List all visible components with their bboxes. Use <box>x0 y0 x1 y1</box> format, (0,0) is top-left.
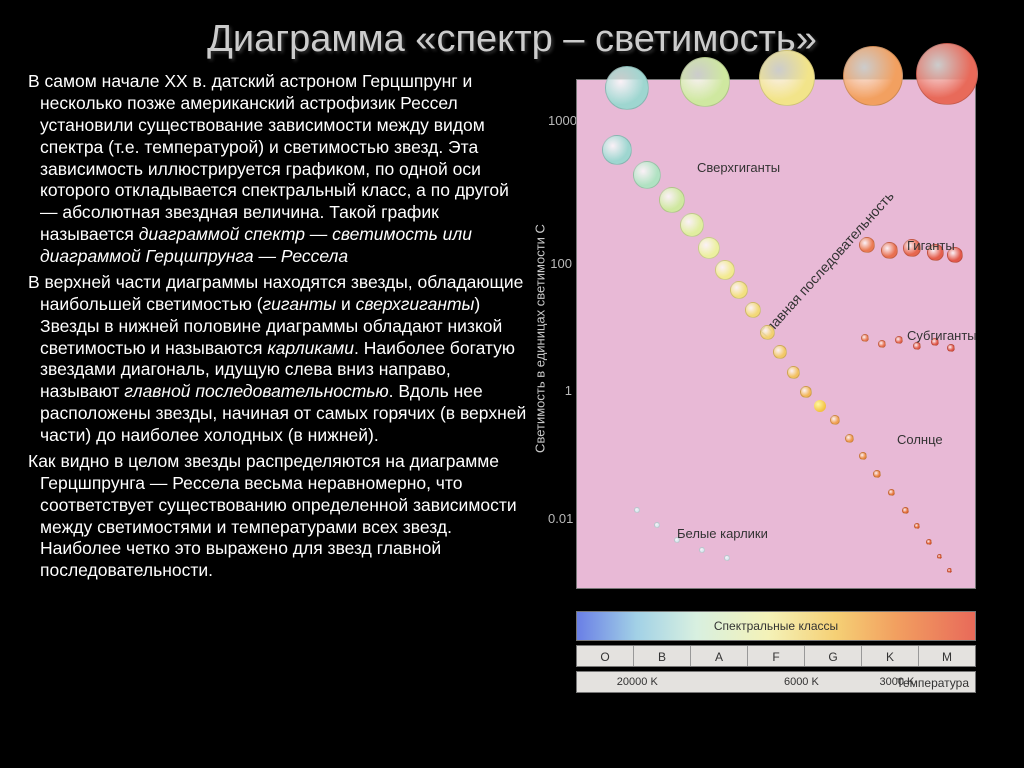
y-axis-label: Светимость в единицах светимости С <box>533 224 548 453</box>
star-marker <box>878 340 886 348</box>
star-marker <box>605 66 649 110</box>
star-marker <box>859 237 875 253</box>
star-marker <box>937 554 942 559</box>
star-marker <box>902 507 909 514</box>
temperature-tick: 20000 K <box>617 676 658 688</box>
star-marker <box>680 213 704 237</box>
spectral-class-cell: A <box>691 646 748 666</box>
main-sequence-label: Главная последовательность <box>757 188 897 341</box>
star-marker <box>913 342 921 350</box>
star-marker <box>914 523 920 529</box>
region-label: Гиганты <box>907 238 955 253</box>
star-marker <box>800 386 812 398</box>
slide: Диаграмма «спектр – светимость» В самом … <box>0 0 1024 768</box>
sun-marker <box>814 400 826 412</box>
temperature-tick: 3000 K <box>879 676 914 688</box>
spectrum-strip: Спектральные классы <box>576 611 976 641</box>
spectral-class-strip: OBAFGKM <box>576 645 976 667</box>
y-tick: 10000 <box>548 113 572 128</box>
star-marker <box>724 555 730 561</box>
y-tick: 0.01 <box>548 511 572 526</box>
star-marker <box>861 334 869 342</box>
spectral-class-cell: G <box>805 646 862 666</box>
paragraph-2: В верхней части диаграммы находятся звез… <box>28 272 528 447</box>
star-marker <box>759 50 815 106</box>
content-row: В самом начале XX в. датский астроном Ге… <box>0 71 1024 711</box>
text-column: В самом начале XX в. датский астроном Ге… <box>28 71 528 711</box>
region-label: Белые карлики <box>677 526 768 541</box>
y-tick: 100 <box>548 256 572 271</box>
diagram-column: Светимость в единицах светимости С 10000… <box>536 71 1008 711</box>
paragraph-3: Как видно в целом звезды распределяются … <box>28 451 528 582</box>
spectral-class-cell: M <box>919 646 975 666</box>
spectral-class-cell: F <box>748 646 805 666</box>
region-label: Субгиганты <box>907 328 977 343</box>
star-marker <box>659 187 685 213</box>
star-marker <box>830 415 840 425</box>
star-marker <box>634 507 640 513</box>
spectral-class-cell: K <box>862 646 919 666</box>
star-marker <box>633 161 661 189</box>
spectrum-strip-label: Спектральные классы <box>714 619 838 633</box>
star-marker <box>881 242 898 259</box>
star-marker <box>730 281 748 299</box>
region-label: Солнце <box>897 432 943 447</box>
star-marker <box>760 325 775 340</box>
star-marker <box>926 539 932 545</box>
star-marker <box>916 43 978 105</box>
star-marker <box>873 470 881 478</box>
spectral-class-cell: O <box>577 646 634 666</box>
star-marker <box>699 547 705 553</box>
star-marker <box>888 489 895 496</box>
spectral-class-cell: B <box>634 646 691 666</box>
plot-area: Главная последовательность Сверхгиганты Г… <box>576 79 976 589</box>
star-marker <box>895 336 903 344</box>
star-marker <box>859 452 867 460</box>
star-marker <box>947 344 955 352</box>
star-marker <box>845 434 854 443</box>
paragraph-1: В самом начале XX в. датский астроном Ге… <box>28 71 528 268</box>
star-marker <box>773 345 787 359</box>
hr-diagram: Светимость в единицах светимости С 10000… <box>536 71 986 711</box>
star-marker <box>715 260 735 280</box>
y-tick: 1 <box>548 383 572 398</box>
region-label: Сверхгиганты <box>697 160 780 175</box>
star-marker <box>745 302 761 318</box>
star-marker <box>787 366 800 379</box>
star-marker <box>602 135 632 165</box>
star-marker <box>680 57 730 107</box>
temperature-strip: Температура 20000 K6000 K3000 K <box>576 671 976 693</box>
star-marker <box>843 46 903 106</box>
temperature-tick: 6000 K <box>784 676 819 688</box>
star-marker <box>947 568 952 573</box>
star-marker <box>654 522 660 528</box>
star-marker <box>698 237 720 259</box>
